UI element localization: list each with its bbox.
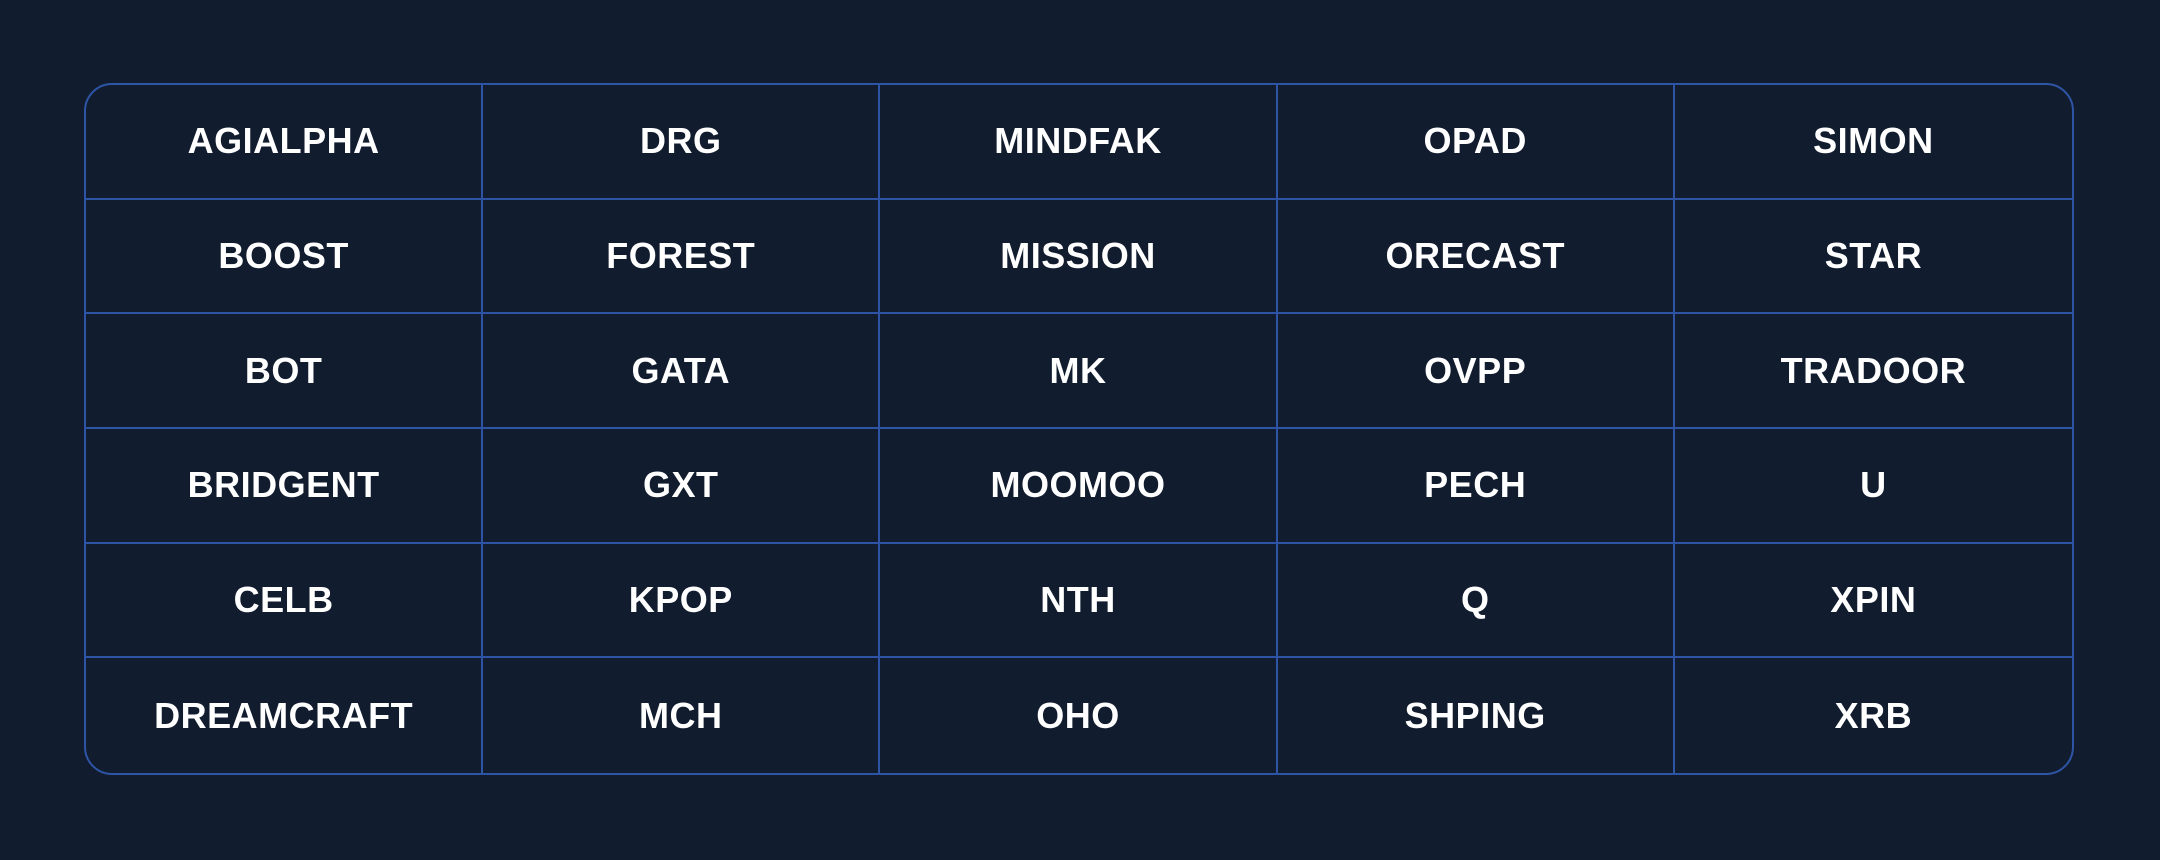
grid-cell[interactable]: XRB — [1675, 658, 2072, 773]
grid-cell[interactable]: MK — [880, 314, 1278, 429]
token-label: ORECAST — [1385, 234, 1565, 276]
grid-cell[interactable]: BOOST — [86, 199, 484, 315]
grid-cell[interactable]: XPIN — [1674, 544, 2072, 659]
grid-cell[interactable]: AGIALPHA — [86, 85, 484, 200]
token-label: AGIALPHA — [187, 120, 380, 162]
grid-cell[interactable]: DREAMCRAFT — [86, 658, 484, 773]
grid-cell[interactable]: BOT — [86, 314, 484, 429]
grid-cell[interactable]: U — [1674, 429, 2072, 544]
token-label: XRB — [1834, 694, 1913, 736]
token-label: BRIDGENT — [187, 464, 380, 506]
token-label: SHPING — [1404, 694, 1546, 736]
token-label: TRADOOR — [1780, 349, 1967, 391]
token-label: DRG — [640, 120, 722, 162]
token-label: SIMON — [1813, 120, 1934, 162]
grid-cell[interactable]: MINDFAK — [880, 85, 1278, 200]
token-label: MCH — [639, 694, 723, 736]
grid-cell[interactable]: FOREST — [483, 199, 881, 315]
token-label: Q — [1460, 578, 1490, 620]
grid-cell[interactable]: MCH — [483, 658, 881, 773]
token-label: MINDFAK — [994, 120, 1162, 162]
token-label: GATA — [631, 349, 731, 391]
token-label: GXT — [643, 464, 719, 506]
grid-cell[interactable]: KPOP — [483, 543, 881, 659]
grid-cell[interactable]: PECH — [1277, 428, 1675, 544]
token-label: FOREST — [606, 234, 756, 276]
grid-cell[interactable]: GATA — [483, 314, 881, 429]
token-label: U — [1860, 464, 1887, 506]
grid-cell[interactable]: SHPING — [1278, 658, 1675, 773]
token-label: BOT — [244, 349, 323, 391]
grid-cell[interactable]: SIMON — [1674, 85, 2072, 200]
token-label: KPOP — [628, 578, 733, 620]
grid-cell[interactable]: CELB — [86, 543, 484, 659]
token-label: DREAMCRAFT — [154, 694, 414, 736]
token-symbol-grid: AGIALPHA DRG MINDFAK OPAD SIMON BOOST FOREST MI… — [84, 83, 2074, 775]
token-label: OHO — [1036, 694, 1120, 736]
token-label: NTH — [1040, 578, 1116, 620]
token-label: CELB — [233, 578, 334, 620]
grid-cell[interactable]: OHO — [880, 658, 1278, 773]
grid-cell[interactable]: MISSION — [880, 199, 1278, 315]
grid-cell[interactable]: GXT — [483, 428, 881, 544]
token-label: PECH — [1424, 464, 1527, 506]
token-label: STAR — [1824, 234, 1923, 276]
token-label: OVPP — [1424, 349, 1527, 391]
token-label: MISSION — [1000, 234, 1156, 276]
token-label: BOOST — [218, 234, 349, 276]
token-label: MOOMOO — [990, 464, 1166, 506]
token-label: OPAD — [1423, 120, 1527, 162]
grid-cell[interactable]: OPAD — [1277, 85, 1675, 200]
grid-cell[interactable]: NTH — [880, 543, 1278, 659]
token-label: MK — [1049, 349, 1107, 391]
grid-cell[interactable]: ORECAST — [1277, 199, 1675, 315]
grid-cell[interactable]: DRG — [483, 85, 881, 200]
grid-cell[interactable]: Q — [1277, 543, 1675, 659]
grid-cell[interactable]: STAR — [1674, 200, 2072, 315]
grid-cell[interactable]: OVPP — [1277, 314, 1675, 429]
grid-cell[interactable]: MOOMOO — [880, 428, 1278, 544]
grid-cell[interactable]: TRADOOR — [1674, 314, 2072, 429]
grid-cell[interactable]: BRIDGENT — [86, 428, 484, 544]
token-label: XPIN — [1830, 578, 1917, 620]
